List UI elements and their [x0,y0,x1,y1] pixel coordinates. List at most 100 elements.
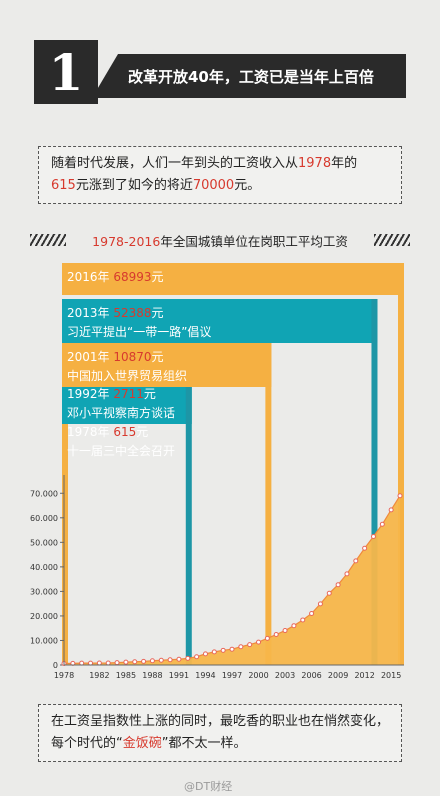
intro-year: 1978 [298,156,332,171]
data-point-1986 [132,659,138,665]
y-tick-label-1: 10.000 [30,636,58,645]
intro-part1: 随着时代发展，人们一年到头的工资收入从 [51,156,299,171]
x-tick-label-2006: 2006 [301,671,321,680]
data-point-1984 [114,660,120,666]
y-tick-label-4: 40.000 [30,563,58,572]
wage-area [64,495,400,665]
section-title: 改革开放40年，工资已是当年上百倍 [92,54,406,98]
annotation-stem-1978 [62,418,68,665]
data-point-1995 [211,649,217,655]
annotation-banner-2013 [62,299,378,343]
annotation-event-1978: 十一届三中全会召开 [67,443,175,458]
chart-title-range: 1978-2016 [92,233,161,249]
section-header: 改革开放40年，工资已是当年上百倍 1 [34,40,406,104]
data-point-1993 [194,654,200,660]
data-point-2013 [370,533,376,539]
data-point-2008 [326,590,332,596]
x-tick-label-2003: 2003 [275,671,295,680]
chart-title: 1978-2016年全国城镇单位在岗职工平均工资 [92,231,348,250]
data-point-2006 [309,610,315,616]
data-point-2002 [273,632,279,638]
data-point-1982 [96,660,102,666]
data-point-1988 [149,658,155,664]
data-point-1999 [247,642,253,648]
annotation-label-2016: 2016年 68993元 [67,270,164,284]
data-point-2001 [264,635,270,641]
annotation-value-2013: 52388 [113,306,151,320]
data-point-2000 [256,639,262,645]
x-tick-label-1994: 1994 [195,671,215,680]
annotation-banner-2001 [62,343,272,387]
data-point-1992 [185,655,191,661]
intro-part2: 年的 [331,156,358,171]
data-point-2014 [379,521,385,527]
data-point-2003 [282,628,288,634]
y-tick-label-6: 60.000 [30,514,58,523]
intro-to-value: 70000 [192,178,235,193]
outro-text-box: 在工资呈指数性上涨的同时，最吃香的职业也在悄然变化，每个时代的“金饭碗”都不太一… [38,704,402,762]
x-tick-label-1997: 1997 [222,671,242,680]
annotation-stem-2001 [265,343,272,665]
data-point-2009 [335,582,341,588]
annotation-stem-2016 [398,263,404,665]
y-tick-label-5: 50.000 [30,538,58,547]
outro-part2: 都不太一样。 [168,736,247,751]
intro-part4: 元。 [234,178,261,193]
chart-title-row: 1978-2016年全国城镇单位在岗职工平均工资 [30,230,410,250]
outro-quote-open: “ [116,736,123,751]
x-tick-label-1982: 1982 [89,671,109,680]
annotation-event-1992: 邓小平视察南方谈话 [67,405,175,420]
data-point-1991 [176,656,182,662]
x-tick-label-1978: 1978 [54,671,74,680]
data-point-1989 [158,657,164,663]
watermark: @DT财经 [184,780,233,793]
annotation-year-1992: 1992年 [67,387,113,401]
annotation-stem-1992 [185,380,192,665]
x-tick-label-2009: 2009 [328,671,348,680]
annotation-event-2013: 习近平提出“一带一路”倡议 [67,324,211,339]
y-tick-label-3: 30.000 [30,587,58,596]
x-tick-label-1988: 1988 [142,671,162,680]
annotation-year-2013: 2013年 [67,306,113,320]
data-point-1994 [202,651,208,657]
annotation-value-1992: 2711 [113,387,144,401]
annotation-unit-2001: 元 [152,350,164,364]
data-point-1983 [105,660,111,666]
chart-title-text: 年全国城镇单位在岗职工平均工资 [160,233,348,249]
annotation-label-2001: 2001年 10870元 [67,350,164,364]
data-point-2004 [291,623,297,629]
annotation-banner-2016 [62,263,404,295]
annotation-label-2013: 2013年 52388元 [67,306,164,320]
y-tick-label-2: 20.000 [30,612,58,621]
data-point-2010 [344,571,350,577]
annotation-value-1978: 615 [113,425,136,439]
data-point-2016 [397,493,403,499]
data-point-1997 [229,646,235,652]
annotation-unit-1978: 元 [136,425,148,439]
intro-part3: 元涨到了如今的将近 [75,178,193,193]
annotation-unit-2016: 元 [152,270,164,284]
outro-quote-close: ” [161,736,169,751]
intro-text-box: 随着时代发展，人们一年到头的工资收入从1978年的 615元涨到了如今的将近70… [38,146,402,204]
annotation-stem-2013 [371,299,378,665]
annotation-banner-1992 [62,380,192,424]
annotation-event-2001: 中国加入世界贸易组织 [67,368,187,383]
annotation-value-2016: 68993 [113,270,151,284]
hatch-decoration-right [374,234,410,246]
y-tick-label-7: 70.000 [30,489,58,498]
x-tick-label-2012: 2012 [354,671,374,680]
x-tick-label-2015: 2015 [381,671,401,680]
data-point-1987 [141,658,147,664]
intro-from-value: 615 [51,178,76,193]
data-point-1985 [123,659,129,665]
data-point-2005 [300,617,306,623]
data-point-2011 [353,558,359,564]
section-number: 1 [34,40,98,104]
x-tick-label-1985: 1985 [116,671,136,680]
x-tick-label-1991: 1991 [169,671,189,680]
annotation-unit-1992: 元 [144,387,156,401]
